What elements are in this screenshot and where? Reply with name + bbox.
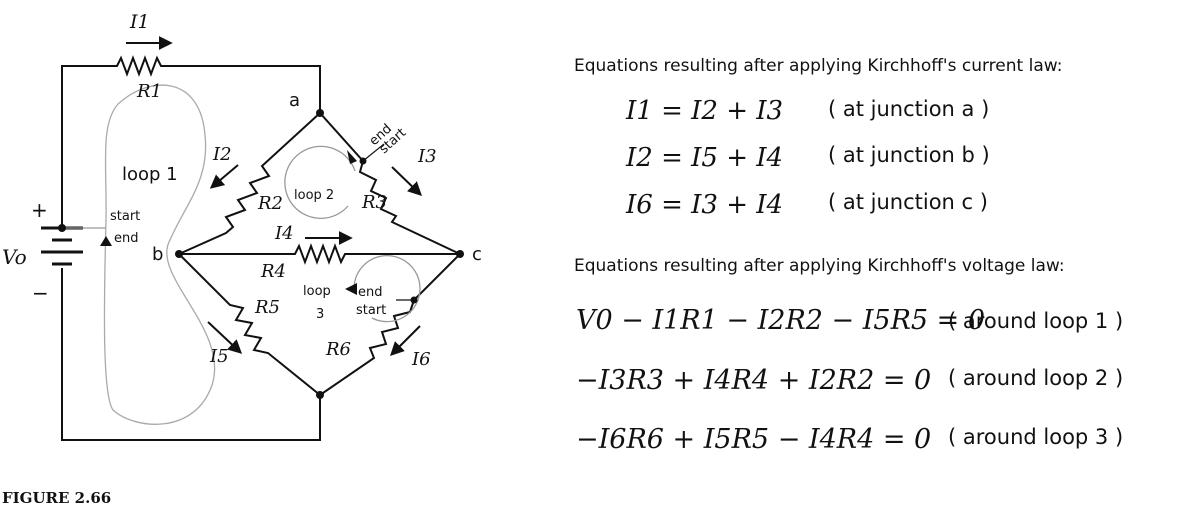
r2-label: R2 bbox=[257, 193, 283, 214]
kcl-equation-3: I6 = I3 + I4 bbox=[626, 190, 784, 220]
r3-label: R3 bbox=[361, 192, 387, 213]
node-b-label: b bbox=[152, 244, 163, 265]
i3-arrow bbox=[391, 166, 423, 196]
kcl-note-1: ( at junction a ) bbox=[828, 97, 990, 121]
battery-symbol bbox=[41, 226, 83, 266]
loop-2-start-dot bbox=[359, 157, 367, 165]
i4-label: I4 bbox=[274, 223, 294, 244]
i1-label: I1 bbox=[129, 11, 150, 33]
kcl-equation-2: I2 = I5 + I4 bbox=[626, 143, 784, 173]
plus-sign: + bbox=[31, 198, 48, 222]
loop-3-end-label: end bbox=[358, 285, 383, 300]
i3-label: I3 bbox=[417, 146, 437, 167]
loop-3-label-line2: 3 bbox=[316, 307, 324, 322]
i5-arrow bbox=[207, 321, 243, 354]
loop-3-start-label: start bbox=[356, 303, 386, 318]
r5-label: R5 bbox=[254, 297, 280, 318]
i5-label: I5 bbox=[209, 346, 229, 367]
loop-3-label-line1: loop bbox=[303, 284, 331, 299]
circuit-diagram: I1 I2 I3 I4 I5 I6 R1 R2 R3 R4 R5 R6 Vo +… bbox=[2, 11, 482, 441]
i6-arrow bbox=[390, 325, 421, 356]
kvl-equation-2: −I3R3 + I4R4 + I2R2 = 0 bbox=[576, 365, 932, 396]
loop-1-end-arrow bbox=[100, 236, 112, 246]
node-source-top-dot bbox=[58, 224, 66, 232]
node-a-dot bbox=[316, 109, 324, 117]
loop-1-end-label: end bbox=[114, 231, 139, 246]
node-b-dot bbox=[175, 250, 183, 258]
kcl-equation-1: I1 = I2 + I3 bbox=[626, 96, 784, 126]
i2-arrow bbox=[209, 164, 239, 189]
r1-label: R1 bbox=[136, 81, 162, 102]
node-c-dot bbox=[456, 250, 464, 258]
loop-2-indicator bbox=[284, 145, 357, 220]
circuit-wires bbox=[61, 55, 461, 441]
kvl-equation-1: V0 − I1R1 − I2R2 − I5R5 = 0 bbox=[576, 305, 986, 336]
loop-1-label: loop 1 bbox=[122, 164, 178, 185]
node-bottom-dot bbox=[316, 391, 324, 399]
kcl-heading: Equations resulting after applying Kirch… bbox=[574, 56, 1063, 76]
kvl-heading: Equations resulting after applying Kirch… bbox=[574, 256, 1065, 276]
i6-label: I6 bbox=[411, 349, 431, 370]
kvl-note-1: ( around loop 1 ) bbox=[948, 309, 1124, 333]
r4-label: R4 bbox=[260, 261, 286, 282]
loop-2-start-marker bbox=[362, 143, 385, 162]
kcl-note-2: ( at junction b ) bbox=[828, 143, 990, 167]
kcl-note-3: ( at junction c ) bbox=[828, 190, 988, 214]
node-c-label: c bbox=[472, 244, 482, 265]
minus-sign: − bbox=[32, 281, 49, 305]
i2-label: I2 bbox=[212, 144, 232, 165]
figure-caption: FIGURE 2.66 bbox=[2, 489, 112, 507]
source-label: Vo bbox=[2, 245, 27, 269]
r6-label: R6 bbox=[325, 339, 351, 360]
node-a-label: a bbox=[289, 90, 300, 111]
loop-1-path bbox=[103, 84, 216, 425]
loop-2-label: loop 2 bbox=[294, 188, 334, 203]
kvl-note-2: ( around loop 2 ) bbox=[948, 366, 1124, 390]
kvl-note-3: ( around loop 3 ) bbox=[948, 425, 1124, 449]
kvl-equation-3: −I6R6 + I5R5 − I4R4 = 0 bbox=[576, 424, 932, 455]
loop-3-start-dot bbox=[410, 296, 418, 304]
loop-3-indicator bbox=[345, 254, 421, 323]
loop-1-start-label: start bbox=[110, 209, 140, 224]
